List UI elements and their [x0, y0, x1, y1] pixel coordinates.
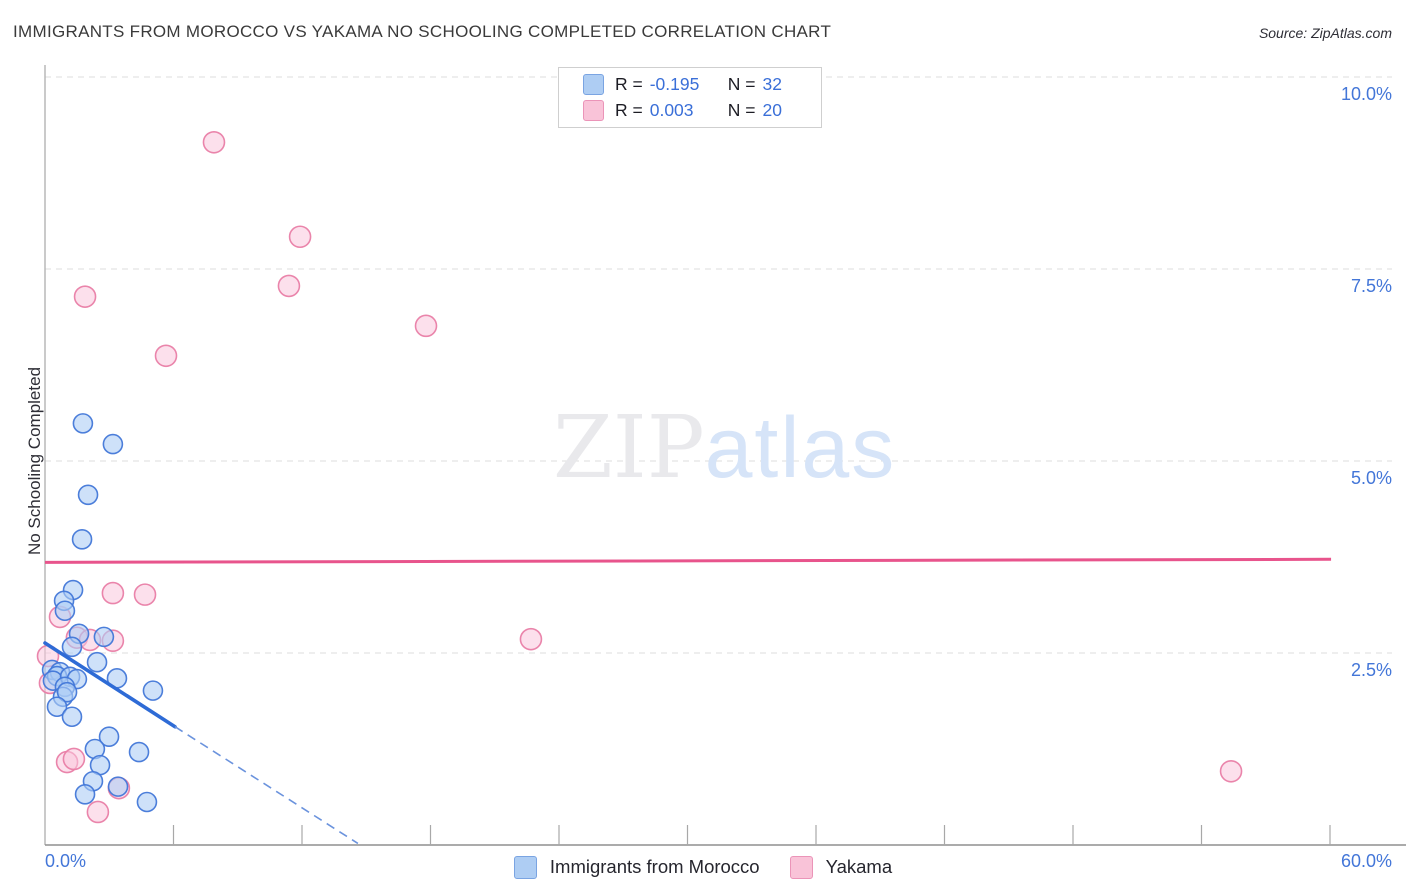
stats-row-morocco: R = -0.195 N = 32: [583, 73, 821, 96]
scatter-point-morocco[interactable]: [136, 791, 158, 813]
scatter-point-yakama[interactable]: [202, 130, 226, 154]
legend-item-morocco[interactable]: Immigrants from Morocco: [513, 855, 760, 879]
scatter-point-morocco[interactable]: [72, 413, 94, 434]
yakama-legend-label: Yakama: [825, 856, 893, 877]
scatter-point-morocco[interactable]: [93, 626, 115, 648]
scatter-point-morocco[interactable]: [56, 681, 78, 703]
x-axis-max-label: 60.0%: [1340, 851, 1392, 871]
trend-line-morocco-dashed: [174, 726, 359, 845]
series-legend: Immigrants from Morocco Yakama: [0, 850, 1406, 884]
scatter-point-morocco[interactable]: [71, 529, 93, 550]
r-label: R =: [615, 74, 643, 94]
scatter-point-morocco[interactable]: [46, 696, 68, 718]
scatter-point-yakama[interactable]: [277, 274, 301, 298]
scatter-point-yakama[interactable]: [133, 583, 157, 606]
scatter-point-yakama[interactable]: [86, 800, 110, 824]
morocco-legend-swatch: [513, 855, 537, 879]
scatter-point-yakama[interactable]: [288, 225, 312, 249]
y-tick-label-5.0%: 5.0%: [1350, 468, 1392, 488]
n-value-morocco: 32: [762, 74, 782, 94]
correlation-stats-legend: R = -0.195 N = 32 R = 0.003 N = 20: [558, 67, 822, 128]
morocco-legend-label: Immigrants from Morocco: [549, 856, 760, 877]
scatter-point-morocco[interactable]: [61, 636, 83, 658]
scatter-point-yakama[interactable]: [519, 627, 543, 651]
scatter-point-morocco[interactable]: [128, 741, 150, 763]
y-tick-label-2.5%: 2.5%: [1350, 660, 1392, 680]
y-tick-label-7.5%: 7.5%: [1350, 276, 1392, 296]
scatter-point-yakama[interactable]: [101, 581, 125, 605]
legend-item-yakama[interactable]: Yakama: [789, 855, 893, 879]
scatter-point-morocco[interactable]: [98, 726, 120, 748]
scatter-point-morocco[interactable]: [107, 776, 129, 797]
r-label: R =: [615, 100, 643, 120]
page-title: IMMIGRANTS FROM MOROCCO VS YAKAMA NO SCH…: [13, 22, 832, 41]
r-value-morocco: -0.195: [649, 74, 700, 94]
source-attribution: Source: ZipAtlas.com: [1258, 25, 1392, 41]
y-tick-label-10.0%: 10.0%: [1340, 84, 1392, 104]
scatter-point-yakama[interactable]: [62, 747, 86, 771]
scatter-point-morocco[interactable]: [86, 651, 108, 673]
scatter-point-morocco[interactable]: [102, 433, 124, 455]
scatter-point-morocco[interactable]: [77, 484, 99, 506]
stats-row-yakama: R = 0.003 N = 20: [583, 99, 821, 122]
scatter-point-yakama[interactable]: [1219, 759, 1243, 783]
x-axis-min-label: 0.0%: [45, 851, 87, 871]
n-label: N =: [727, 100, 756, 120]
r-value-yakama: 0.003: [649, 100, 694, 120]
n-label: N =: [727, 74, 756, 94]
scatter-point-morocco[interactable]: [74, 784, 96, 805]
n-value-yakama: 20: [762, 100, 782, 120]
morocco-swatch: [583, 74, 604, 95]
trend-line-morocco-solid: [43, 641, 177, 729]
yakama-swatch: [583, 100, 604, 121]
scatter-point-morocco[interactable]: [54, 600, 76, 622]
yakama-legend-swatch: [789, 855, 813, 879]
scatter-point-yakama[interactable]: [154, 344, 178, 368]
scatter-point-yakama[interactable]: [73, 285, 97, 308]
scatter-point-yakama[interactable]: [414, 314, 438, 338]
trend-line-yakama: [44, 557, 1332, 564]
scatter-point-morocco[interactable]: [142, 680, 164, 701]
scatter-point-morocco[interactable]: [61, 706, 83, 728]
